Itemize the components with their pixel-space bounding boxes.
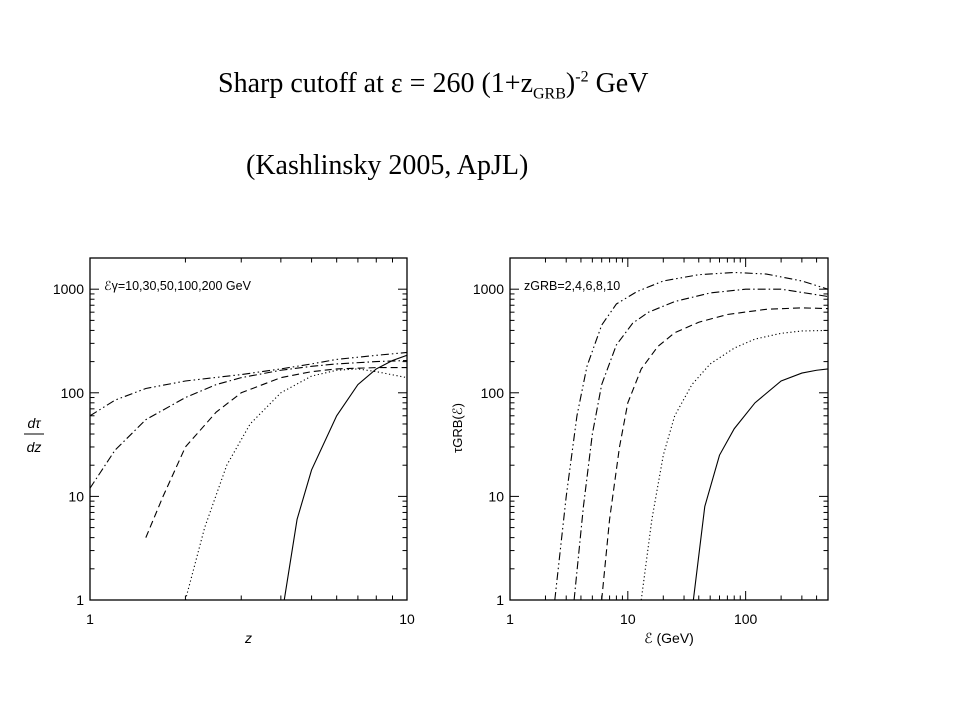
citation-subtitle: (Kashlinsky 2005, ApJL) — [246, 150, 529, 181]
x-axis-label: ℰ (GeV) — [644, 630, 694, 646]
title-mid: = 260 (1+z — [402, 68, 533, 99]
legend-annotation: ℰγ=10,30,50,100,200 GeV — [104, 279, 252, 293]
series-line-dotted — [640, 329, 828, 600]
plot-frame — [89, 257, 408, 601]
curves-group — [90, 351, 407, 600]
plot-frame — [509, 257, 829, 601]
series-line-dashed — [601, 307, 828, 600]
y-axis-label-denominator: dz — [27, 439, 42, 455]
title-prefix: Sharp cutoff at — [218, 68, 391, 99]
series-line-solid — [692, 368, 828, 600]
y-tick-label: 100 — [481, 385, 505, 401]
x-tick-label: 100 — [734, 611, 758, 627]
curves-group — [554, 271, 828, 600]
title-superscript: -2 — [575, 68, 589, 86]
y-tick-label: 100 — [61, 385, 85, 401]
series-line-solid — [283, 354, 407, 600]
epsilon-symbol: ε — [390, 68, 403, 99]
chart-panel-2: 1 10 100 1000 1 10 100 ℰ (GeV) τGRB(ℰ) zGRB=2,4,6… — [450, 257, 829, 646]
y-axis-label-numerator: dτ — [27, 415, 41, 431]
x-tick-label: 10 — [620, 611, 636, 627]
y-tick-label: 1 — [76, 592, 84, 608]
series-line-dotted — [184, 368, 407, 600]
y-tick-label: 1 — [496, 592, 504, 608]
series-line-dash-dot — [573, 288, 828, 600]
y-tick-label: 10 — [68, 488, 84, 504]
series-line-dash-dot-dot — [90, 351, 407, 417]
title-close: ) — [565, 68, 576, 99]
series-line-dash-dot — [90, 359, 407, 489]
y-tick-label: 1000 — [473, 281, 504, 297]
legend-annotation: zGRB=2,4,6,8,10 — [524, 279, 620, 293]
y-tick-label: 10 — [488, 488, 504, 504]
slide-title: Sharp cutoff at ε = 260 (1+zGRB)-2 GeV — [218, 68, 648, 104]
x-tick-label: 1 — [506, 611, 514, 627]
series-line-dashed — [145, 367, 407, 538]
y-tick-label: 1000 — [53, 281, 84, 297]
chart-panel-1: 1 10 100 1000 1 10 z dτ dz ℰγ=10,30,50,100,200 Ge… — [24, 257, 415, 646]
title-subscript: GRB — [533, 85, 566, 103]
title-suffix: GeV — [588, 68, 649, 99]
series-line-dash-dot-dot — [554, 271, 828, 600]
x-tick-label: 10 — [399, 611, 415, 627]
y-axis-label: τGRB(ℰ) — [450, 403, 465, 453]
x-tick-label: 1 — [86, 611, 94, 627]
x-axis-label: z — [244, 630, 252, 646]
